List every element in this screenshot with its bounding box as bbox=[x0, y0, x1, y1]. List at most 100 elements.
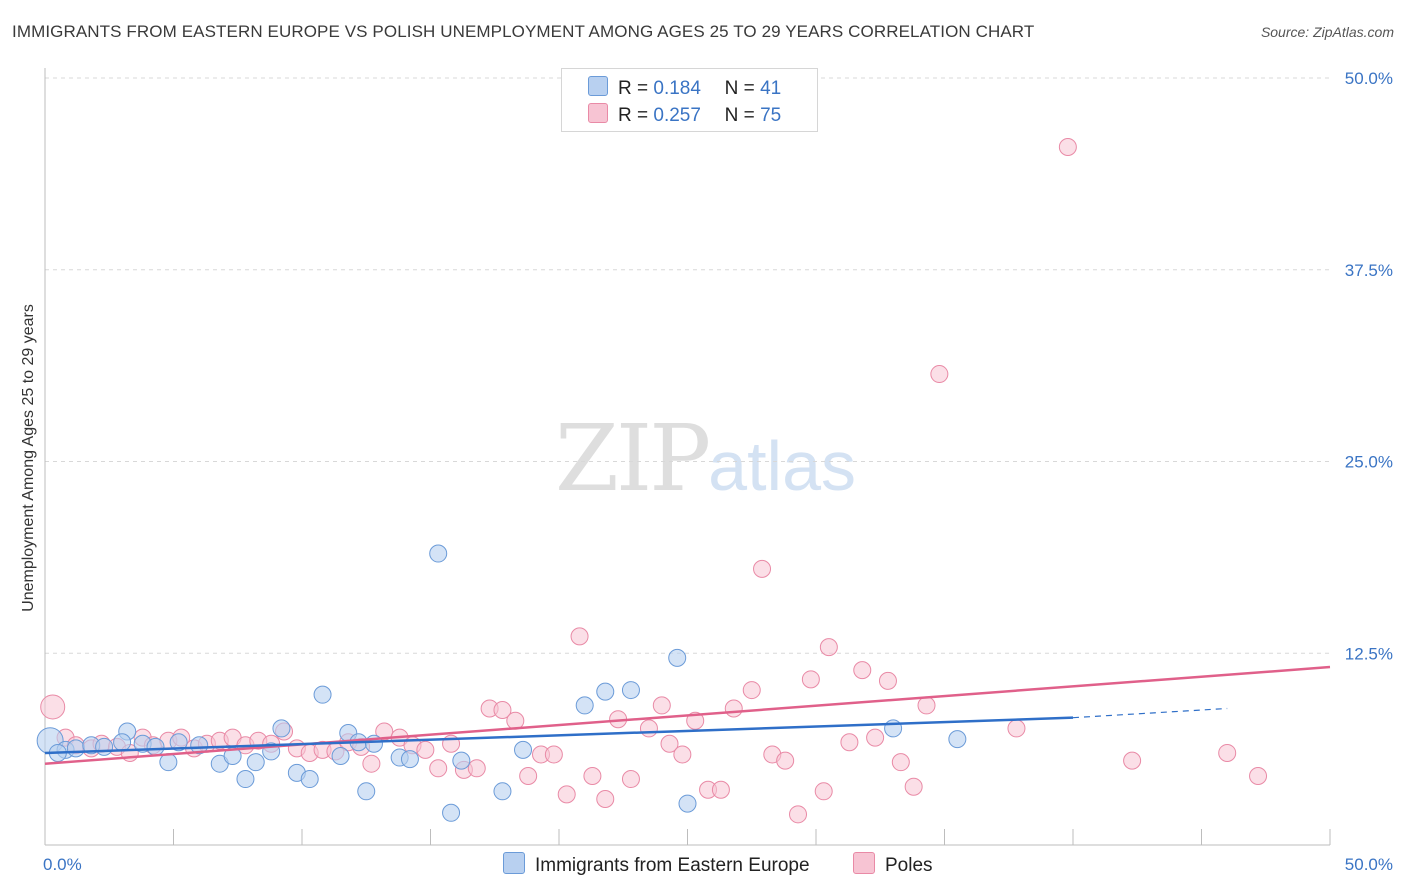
legend-row-pink: R = 0.257 N = 75 bbox=[588, 103, 781, 127]
legend-n-label: N = bbox=[724, 105, 755, 126]
eastern-europe-point bbox=[493, 782, 512, 801]
poles-point bbox=[375, 722, 394, 741]
eastern-europe-points bbox=[36, 544, 967, 822]
legend-n-label: N = bbox=[724, 78, 755, 99]
eastern-europe-point bbox=[246, 753, 265, 772]
eastern-europe-point bbox=[452, 751, 471, 770]
eastern-europe-point bbox=[66, 739, 85, 758]
poles-point bbox=[789, 805, 808, 824]
poles-point bbox=[557, 785, 576, 804]
poles-point bbox=[1218, 743, 1237, 762]
series-swatch-blue bbox=[503, 852, 525, 874]
y-tick-label: 37.5% bbox=[1345, 261, 1393, 280]
poles-point bbox=[753, 559, 772, 578]
poles-point bbox=[1123, 751, 1142, 770]
poles-point bbox=[814, 782, 833, 801]
poles-point bbox=[930, 365, 949, 384]
poles-trend-line bbox=[44, 665, 1331, 765]
poles-point bbox=[904, 777, 923, 796]
eastern-europe-point bbox=[596, 682, 615, 701]
series-legend-poles[interactable]: Poles bbox=[853, 852, 933, 877]
y-tick-label: 50.0% bbox=[1345, 69, 1393, 88]
poles-point bbox=[866, 728, 885, 747]
poles-point bbox=[660, 734, 679, 753]
legend-r-label: R = bbox=[618, 78, 649, 99]
eastern-europe-point bbox=[159, 753, 178, 772]
watermark-atlas: atlas bbox=[708, 427, 857, 505]
eastern-europe-point bbox=[429, 544, 448, 563]
poles-point bbox=[544, 745, 563, 764]
eastern-europe-point bbox=[514, 740, 533, 759]
poles-point bbox=[686, 711, 705, 730]
poles-point bbox=[878, 671, 897, 690]
poles-point bbox=[819, 638, 838, 657]
x-tick-label-min: 0.0% bbox=[43, 855, 82, 874]
chart-title: IMMIGRANTS FROM EASTERN EUROPE VS POLISH… bbox=[12, 22, 1035, 41]
eastern-europe-trend-line bbox=[44, 716, 1074, 755]
y-tick-label: 25.0% bbox=[1345, 453, 1393, 472]
poles-point bbox=[639, 719, 658, 738]
eastern-europe-point bbox=[300, 770, 319, 789]
poles-point bbox=[917, 696, 936, 715]
poles-point bbox=[596, 789, 615, 808]
axes bbox=[44, 68, 1331, 846]
trend-lines bbox=[44, 665, 1331, 765]
poles-point bbox=[724, 699, 743, 718]
y-tick-label: 12.5% bbox=[1345, 644, 1393, 663]
eastern-europe-point bbox=[575, 696, 594, 715]
poles-point bbox=[416, 740, 435, 759]
poles-point bbox=[429, 759, 448, 778]
eastern-europe-point bbox=[400, 750, 419, 769]
poles-point bbox=[776, 751, 795, 770]
poles-point bbox=[1249, 766, 1268, 785]
legend-row-blue: R = 0.184 N = 41 bbox=[588, 76, 781, 100]
eastern-europe-point bbox=[668, 648, 687, 667]
poles-point bbox=[742, 681, 761, 700]
series-label-eastern-europe: Immigrants from Eastern Europe bbox=[535, 855, 810, 876]
eastern-europe-point bbox=[621, 681, 640, 700]
series-label-poles: Poles bbox=[885, 855, 933, 876]
poles-point bbox=[1007, 719, 1026, 738]
watermark: ZIPatlas bbox=[555, 405, 856, 512]
eastern-europe-point bbox=[190, 736, 209, 755]
eastern-europe-point bbox=[113, 733, 132, 752]
poles-point bbox=[652, 696, 671, 715]
poles-point bbox=[621, 770, 640, 789]
poles-points bbox=[40, 138, 1268, 824]
watermark-zip: ZIP bbox=[555, 405, 711, 512]
poles-point bbox=[840, 733, 859, 752]
eastern-europe-point bbox=[442, 803, 461, 822]
correlation-legend: R = 0.184 N = 41 R = 0.257 N = 75 bbox=[561, 68, 818, 132]
poles-point bbox=[853, 661, 872, 680]
eastern-europe-point bbox=[357, 782, 376, 801]
poles-point bbox=[891, 753, 910, 772]
poles-point bbox=[40, 694, 66, 720]
x-tick-label-max: 50.0% bbox=[1345, 855, 1393, 874]
legend-n-value-pink: 75 bbox=[760, 105, 782, 126]
poles-point bbox=[519, 766, 538, 785]
legend-r-value-pink: 0.257 bbox=[653, 105, 701, 126]
series-swatch-pink bbox=[853, 852, 875, 874]
eastern-europe-point bbox=[272, 719, 291, 738]
poles-point bbox=[801, 670, 820, 689]
eastern-europe-point bbox=[331, 747, 350, 766]
eastern-europe-point bbox=[678, 794, 697, 813]
legend-swatch-blue bbox=[588, 76, 608, 96]
poles-point bbox=[493, 701, 512, 720]
poles-point bbox=[583, 766, 602, 785]
grid-lines bbox=[45, 77, 1330, 654]
eastern-europe-trend-extension bbox=[1072, 707, 1228, 719]
legend-r-label: R = bbox=[618, 105, 649, 126]
eastern-europe-point bbox=[146, 737, 165, 756]
poles-point bbox=[1058, 138, 1077, 157]
poles-point bbox=[570, 627, 589, 646]
legend-n-value-blue: 41 bbox=[760, 78, 782, 99]
eastern-europe-point bbox=[948, 730, 967, 749]
eastern-europe-point bbox=[236, 770, 255, 789]
y-axis-title: Unemployment Among Ages 25 to 29 years bbox=[20, 304, 37, 612]
poles-point bbox=[467, 759, 486, 778]
tick-labels: 12.5% 25.0% 37.5% 50.0% 0.0% 50.0% bbox=[43, 69, 1393, 874]
eastern-europe-point bbox=[313, 685, 332, 704]
series-legend-eastern-europe[interactable]: Immigrants from Eastern Europe bbox=[503, 852, 810, 877]
